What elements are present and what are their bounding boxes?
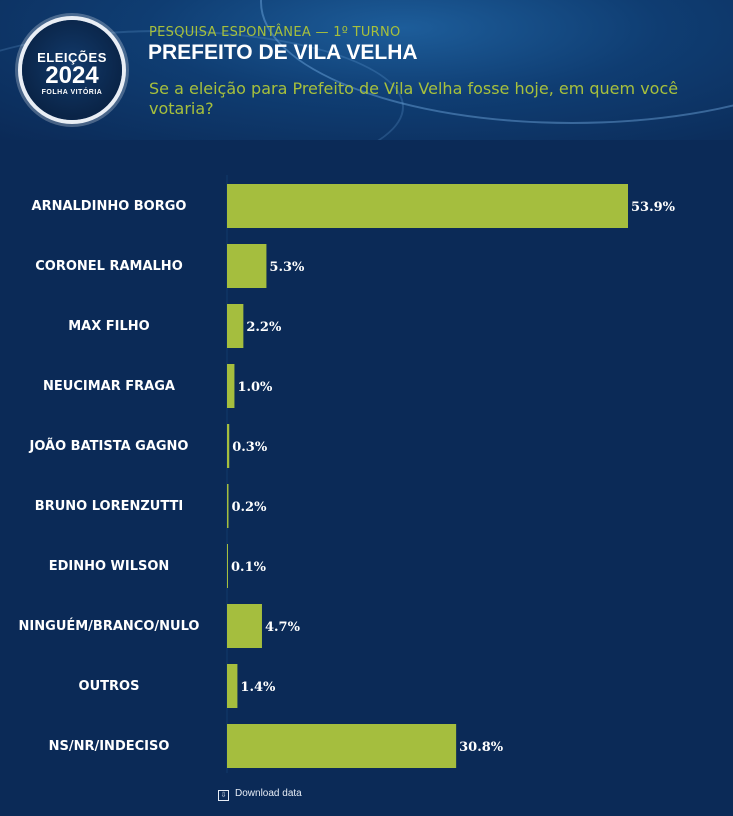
bar[interactable] [227, 664, 238, 708]
survey-kicker: PESQUISA ESPONTÂNEA — 1º TURNO [149, 25, 401, 40]
category-label: NINGUÉM/BRANCO/NULO [19, 618, 200, 634]
value-label: 5.3% [269, 260, 305, 275]
bar[interactable] [227, 604, 262, 648]
bar[interactable] [227, 424, 230, 468]
category-label: ARNALDINHO BORGO [32, 199, 187, 214]
category-label: CORONEL RAMALHO [35, 259, 183, 274]
value-label: 1.0% [237, 380, 273, 395]
value-label: 2.2% [246, 320, 282, 335]
value-label: 4.7% [265, 620, 301, 635]
download-icon: ⇩ [218, 790, 229, 801]
page-title: PREFEITO DE VILA VELHA [148, 41, 418, 64]
bar[interactable] [227, 724, 457, 768]
value-label: 53.9% [631, 200, 676, 215]
value-label: 30.8% [459, 740, 504, 755]
category-label: JOÃO BATISTA GAGNO [29, 438, 189, 454]
bar[interactable] [227, 544, 228, 588]
category-label: OUTROS [79, 679, 140, 694]
category-label: MAX FILHO [68, 319, 149, 334]
category-label: EDINHO WILSON [49, 559, 170, 574]
survey-question: Se a eleição para Prefeito de Vila Velha… [149, 79, 679, 118]
bar[interactable] [227, 364, 235, 408]
header-banner: ELEIÇÕES 2024 FOLHA VITÓRIA PESQUISA ESP… [0, 0, 733, 140]
category-label: BRUNO LORENZUTTI [35, 499, 183, 514]
value-label: 1.4% [240, 680, 276, 695]
eleicoes-logo: ELEIÇÕES 2024 FOLHA VITÓRIA [22, 20, 122, 120]
bar[interactable] [227, 184, 628, 228]
category-label: NEUCIMAR FRAGA [43, 379, 175, 394]
download-label: Download data [235, 788, 302, 799]
bar[interactable] [227, 484, 229, 528]
bar[interactable] [227, 244, 267, 288]
logo-line1: ELEIÇÕES [37, 50, 107, 65]
value-label: 0.3% [232, 440, 268, 455]
value-label: 0.1% [231, 560, 267, 575]
bar[interactable] [227, 304, 244, 348]
logo-line2: 2024 [45, 62, 99, 89]
download-data-link[interactable]: ⇩ Download data [218, 788, 302, 801]
value-label: 0.2% [231, 500, 267, 515]
category-label: NS/NR/INDECISO [49, 739, 170, 754]
logo-line3: FOLHA VITÓRIA [41, 89, 103, 96]
